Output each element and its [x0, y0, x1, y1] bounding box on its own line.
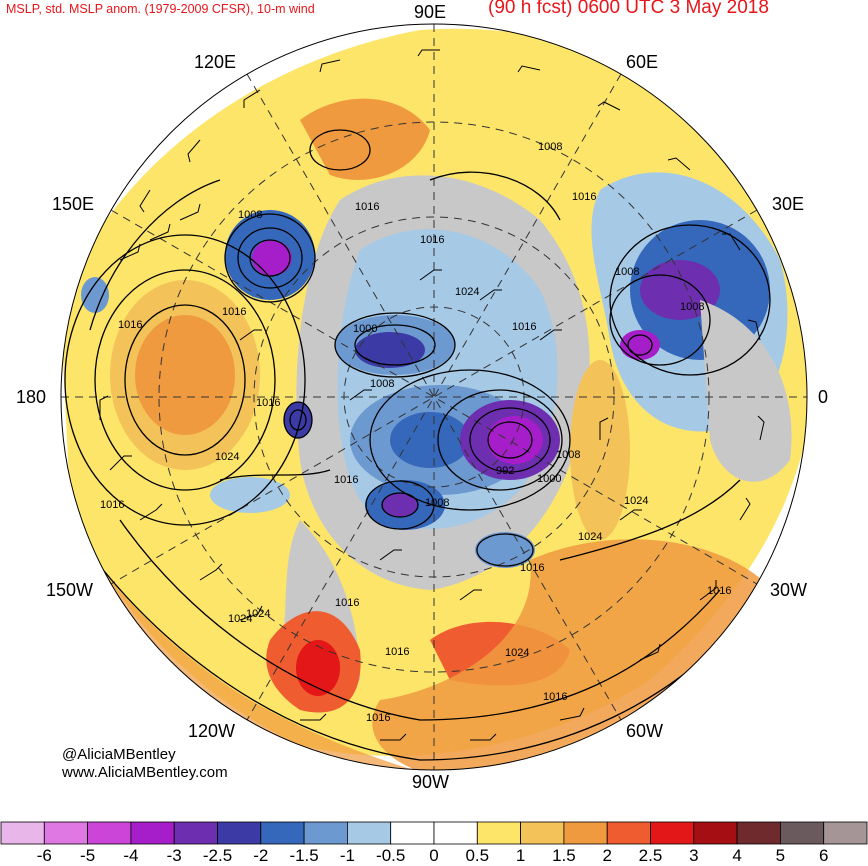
- isobars: [64, 129, 771, 761]
- colorbar-tick-label: 0: [429, 846, 439, 865]
- map-title-right: (90 h fcst) 0600 UTC 3 May 2018: [488, 0, 769, 18]
- colorbar-swatch: [43, 821, 88, 845]
- colorbar-tick-label: 1: [515, 846, 526, 865]
- lon-label-0: 0: [818, 387, 829, 407]
- contour-label: 1008: [425, 497, 449, 509]
- contour-label: 1008: [370, 378, 394, 390]
- colorbar-tick-label: -2.5: [202, 846, 233, 865]
- contour-label: 1024: [455, 286, 479, 298]
- colorbar-swatch: [433, 821, 478, 845]
- colorbar-tick-label: -3: [166, 846, 182, 865]
- lon-label-30w: 30W: [770, 580, 808, 600]
- contour-label: 1016: [385, 646, 409, 658]
- contour-label: 992: [496, 465, 514, 477]
- colorbar-tick-label: -0.5: [376, 846, 406, 865]
- colorbar-swatch: [476, 821, 521, 845]
- graticule: [61, 24, 807, 770]
- contour-label: 1016: [222, 306, 246, 318]
- colorbar-tick-label: -1.5: [289, 846, 319, 865]
- colorbar-swatch: [823, 821, 868, 845]
- contour-label: 1016: [707, 585, 731, 597]
- colorbar-swatch: [563, 821, 608, 845]
- colorbar-swatch: [0, 821, 45, 845]
- colorbar-swatch: [693, 821, 738, 845]
- lon-label-60w: 60W: [626, 721, 664, 741]
- colorbar-swatch: [217, 821, 262, 845]
- colorbar-tick-label: 3: [689, 846, 699, 865]
- contour-label: 1024: [215, 451, 239, 463]
- contour-label: 1024: [505, 647, 529, 659]
- map-title-left: MSLP, std. MSLP anom. (1979-2009 CFSR), …: [6, 2, 315, 16]
- colorbar-swatch: [780, 821, 825, 845]
- colorbar: [0, 821, 868, 845]
- lon-label-60e: 60E: [626, 52, 659, 72]
- contour-label: 1016: [512, 321, 536, 333]
- lon-label-90w: 90W: [412, 772, 450, 792]
- colorbar-tick-label: -4: [123, 846, 139, 865]
- colorbar-swatch: [650, 821, 695, 845]
- lon-label-120e: 120E: [194, 52, 237, 72]
- anomaly-field: [61, 24, 807, 770]
- lon-label-30e: 30E: [772, 194, 805, 214]
- colorbar-swatch: [520, 821, 565, 845]
- colorbar-swatch: [346, 821, 392, 845]
- contour-label: 1016: [100, 499, 124, 511]
- lon-label-150w: 150W: [46, 580, 94, 600]
- credit-handle: @AliciaMBentley: [62, 746, 176, 763]
- contour-label: 1016: [543, 691, 567, 703]
- colorbar-tick-label: 6: [818, 846, 829, 865]
- contour-label: 1000: [353, 323, 377, 335]
- colorbar-tick-label: -1: [339, 846, 355, 865]
- colorbar-swatch: [390, 821, 435, 845]
- contour-label: 1016: [334, 474, 358, 486]
- colorbar-swatch: [87, 821, 132, 845]
- wind-barbs: [99, 49, 765, 741]
- contour-label: 1008: [680, 301, 704, 313]
- contour-label: 1008: [556, 449, 580, 461]
- colorbar-tick-label: 1.5: [552, 846, 576, 865]
- contour-label: 1024: [624, 495, 648, 507]
- contour-label: 1024: [578, 531, 602, 543]
- contour-label: 1008: [238, 209, 262, 221]
- contour-label: 1016: [366, 712, 390, 724]
- colorbar-tick-label: 0.5: [465, 846, 490, 865]
- colorbar-tick-label: 5: [775, 846, 786, 865]
- colorbar-swatch: [260, 821, 305, 845]
- contour-label: 1016: [420, 234, 444, 246]
- colorbar-swatch: [303, 821, 348, 845]
- colorbar-tick-label: 4: [732, 846, 742, 865]
- lon-label-120w: 120W: [188, 721, 236, 741]
- colorbar-tick-label: -5: [80, 846, 96, 865]
- colorbar-swatch: [606, 821, 651, 845]
- colorbar-swatch: [130, 821, 175, 845]
- credit-website: www.AliciaMBentley.com: [62, 764, 228, 781]
- contour-label: 1016: [355, 201, 379, 213]
- contour-label: 1024: [228, 613, 252, 625]
- contour-label: 1016: [118, 319, 142, 331]
- lon-label-180: 180: [16, 387, 47, 407]
- contour-label: 1016: [520, 562, 544, 574]
- contour-label: 1000: [537, 473, 561, 485]
- contour-labels: 1008 1016 1016 1016 1016 1016 1024 1000 …: [100, 141, 731, 724]
- map-boundary: [60, 23, 808, 771]
- contour-label: 1016: [256, 397, 280, 409]
- colorbar-swatch: [736, 821, 781, 845]
- colorbar-tick-label: -2: [253, 846, 269, 865]
- colorbar-tick-label: -6: [36, 846, 52, 865]
- contour-label: 1024: [246, 608, 270, 620]
- lon-label-150e: 150E: [52, 194, 95, 214]
- colorbar-tick-label: 2: [602, 846, 612, 865]
- contour-label: 1016: [572, 191, 596, 203]
- lon-label-90e: 90E: [414, 2, 447, 22]
- colorbar-tick-label: 2.5: [638, 846, 663, 865]
- colorbar-swatch: [173, 821, 218, 845]
- contour-label: 1008: [615, 266, 639, 278]
- contour-label: 1016: [335, 597, 359, 609]
- contour-label: 1008: [538, 141, 562, 153]
